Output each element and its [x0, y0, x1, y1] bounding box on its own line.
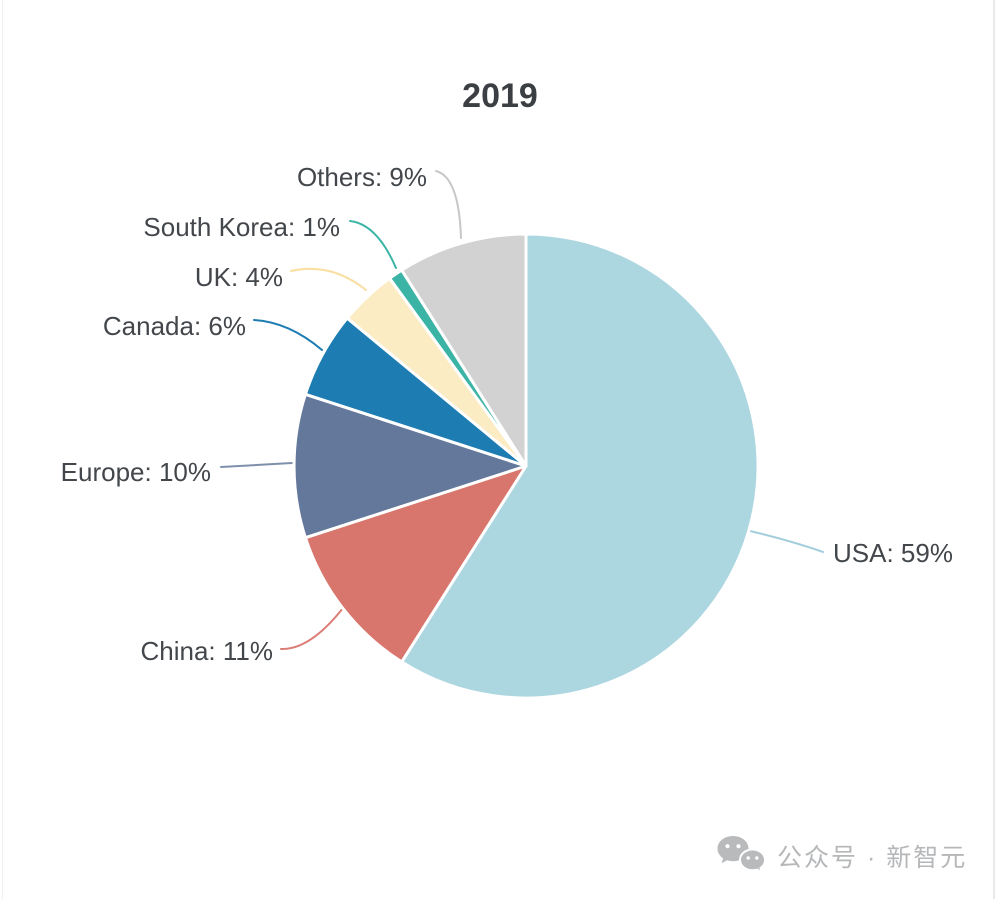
pie-label-usa: USA: 59% — [833, 538, 953, 568]
left-border-line — [2, 0, 3, 899]
wechat-icon — [717, 836, 767, 875]
right-border-line — [993, 0, 995, 899]
leader-line-others — [435, 170, 462, 239]
pie-label-uk: UK: 4% — [195, 262, 283, 292]
pie-label-china: China: 11% — [141, 636, 274, 666]
watermark: 公众号 · 新智元 — [716, 834, 967, 878]
pie-label-south-korea: South Korea: 1% — [143, 212, 340, 242]
pie-slice-china — [303, 464, 528, 664]
pie-slice-others — [400, 232, 528, 468]
leader-line-canada — [253, 319, 323, 351]
chart-title: 2019 — [462, 77, 538, 115]
leader-line-uk — [290, 267, 367, 291]
leader-line-south-korea — [349, 220, 397, 269]
leader-line-europe — [220, 462, 293, 468]
pie-slice-europe — [292, 392, 528, 540]
leader-line-usa — [749, 530, 824, 553]
pie-label-others: Others: 9% — [297, 162, 427, 192]
watermark-text: 公众号 · 新智元 — [777, 844, 968, 872]
pie-label-canada: Canada: 6% — [103, 311, 246, 341]
leader-line-china — [280, 607, 344, 651]
pie-slice-usa — [400, 232, 760, 700]
pie-label-europe: Europe: 10% — [61, 457, 211, 487]
